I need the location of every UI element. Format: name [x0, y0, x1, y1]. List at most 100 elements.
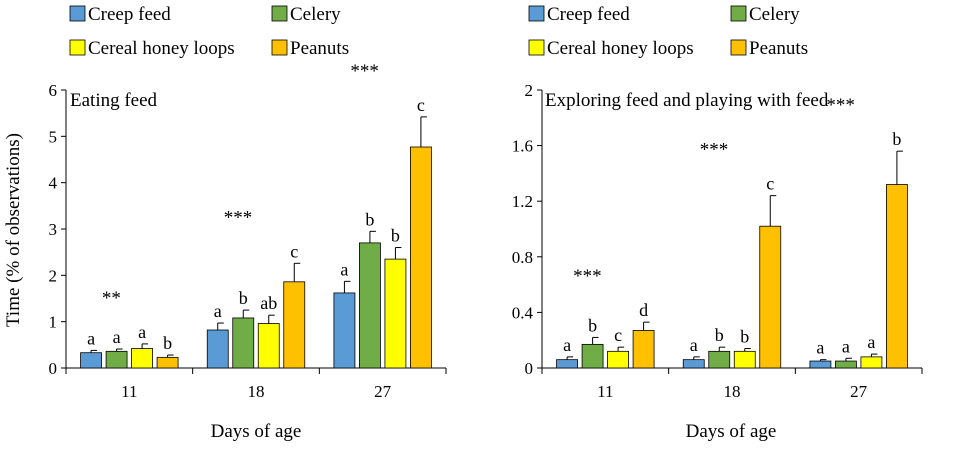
bar — [232, 317, 255, 369]
legend-label-creep-feed: Creep feed — [88, 4, 171, 25]
bar — [333, 292, 356, 369]
significance-stars: *** — [350, 61, 379, 82]
legend-swatch-creep-feed — [528, 5, 545, 22]
significance-letter: b — [715, 325, 724, 345]
legend-swatch-peanuts — [730, 39, 747, 56]
legend-label-cereal-honey-loops: Cereal honey loops — [88, 38, 235, 59]
legend-swatch-cereal-honey-loops — [528, 39, 545, 56]
y-tick-label: 2 — [525, 81, 534, 100]
chart-title-eating-feed: Eating feed — [70, 90, 158, 111]
y-tick-label: 0 — [49, 359, 58, 378]
bar — [708, 350, 731, 369]
bar — [886, 184, 908, 369]
y-tick-label: 1 — [49, 313, 58, 332]
bar — [682, 359, 705, 369]
significance-letter: c — [290, 241, 298, 261]
significance-letter: a — [113, 327, 121, 347]
significance-letter: a — [214, 301, 222, 321]
significance-letter: a — [816, 338, 824, 358]
bar — [733, 350, 756, 369]
chart-title-exploring-feed: Exploring feed and playing with feed — [545, 90, 829, 111]
significance-stars: *** — [826, 95, 855, 116]
bar — [206, 329, 229, 369]
significance-letter: b — [239, 288, 248, 308]
significance-stars: ** — [102, 288, 121, 309]
legend-label-cereal-honey-loops: Cereal honey loops — [547, 38, 694, 59]
significance-stars: *** — [224, 207, 253, 228]
y-tick-label: 4 — [49, 174, 58, 193]
significance-letter: a — [867, 332, 875, 352]
bar — [359, 242, 381, 369]
legend-label-peanuts: Peanuts — [290, 38, 349, 59]
bar — [384, 258, 407, 369]
y-tick-label: 3 — [49, 220, 58, 239]
significance-letter: a — [138, 322, 146, 342]
bar — [80, 352, 102, 369]
bar — [809, 360, 832, 369]
y-tick-label: 6 — [49, 81, 58, 100]
significance-letter: c — [417, 95, 425, 115]
significance-stars: *** — [573, 266, 602, 287]
significance-letter: b — [740, 327, 749, 347]
y-tick-label: 0.8 — [512, 248, 533, 267]
y-tick-label: 1.2 — [512, 192, 533, 211]
legend-left: Creep feed Celery Cereal honey loops Pea… — [69, 4, 349, 59]
y-tick-label: 5 — [49, 127, 58, 146]
bar — [410, 146, 432, 369]
bar — [860, 356, 883, 369]
legend-label-celery: Celery — [290, 4, 341, 25]
x-tick-label: 11 — [597, 382, 613, 401]
y-tick-label: 0.4 — [512, 303, 534, 322]
significance-letter: a — [842, 336, 850, 356]
significance-letter: c — [766, 174, 774, 194]
significance-letter: a — [340, 259, 348, 279]
significance-letter: a — [87, 328, 95, 348]
significance-letter: b — [588, 315, 597, 335]
x-axis-label-right: Days of age — [686, 421, 777, 442]
bar — [105, 350, 128, 369]
significance-letter: d — [639, 300, 648, 320]
x-axis-label-left: Days of age — [211, 421, 302, 442]
legend-swatch-celery — [271, 5, 288, 22]
significance-letter: c — [614, 325, 622, 345]
significance-letter: b — [391, 226, 400, 246]
legend-swatch-creep-feed — [69, 5, 86, 22]
legend-swatch-peanuts — [271, 39, 288, 56]
legend-swatch-celery — [730, 5, 747, 22]
significance-stars: *** — [700, 140, 729, 161]
bar — [156, 356, 179, 369]
legend-label-peanuts: Peanuts — [749, 38, 808, 59]
significance-letter: b — [163, 333, 172, 353]
y-tick-label: 2 — [49, 266, 58, 285]
y-tick-label: 1.6 — [512, 137, 533, 156]
legend-right: Creep feed Celery Cereal honey loops Pea… — [528, 4, 808, 59]
legend-label-celery: Celery — [749, 4, 800, 25]
bar — [283, 281, 306, 369]
bar — [607, 350, 629, 369]
x-tick-label: 18 — [724, 382, 741, 401]
legend-label-creep-feed: Creep feed — [547, 4, 630, 25]
bar — [131, 348, 153, 369]
legend-swatch-cereal-honey-loops — [69, 39, 86, 56]
significance-letter: ab — [260, 293, 277, 313]
bar — [759, 225, 782, 369]
x-tick-label: 11 — [121, 382, 137, 401]
x-tick-label: 27 — [850, 382, 868, 401]
bar — [257, 323, 280, 369]
bar — [632, 330, 655, 369]
bar — [835, 360, 857, 369]
bar — [556, 359, 578, 369]
y-axis-label: Time (% of observations) — [3, 133, 24, 327]
significance-letter: a — [563, 335, 571, 355]
x-tick-label: 18 — [248, 382, 265, 401]
x-tick-label: 27 — [374, 382, 392, 401]
significance-letter: b — [365, 209, 374, 229]
y-tick-label: 0 — [525, 359, 534, 378]
significance-letter: a — [690, 335, 698, 355]
significance-letter: b — [892, 129, 901, 149]
bar — [581, 343, 604, 369]
